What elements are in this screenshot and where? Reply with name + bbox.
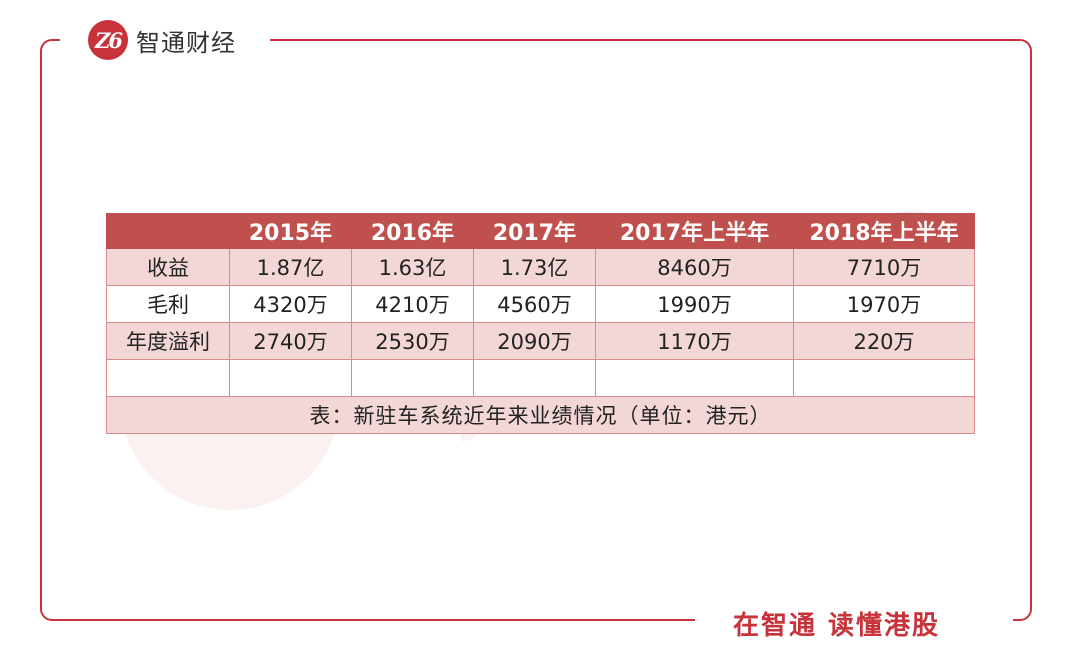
header-cell-2017-h1: 2017年上半年 [595,213,794,249]
frame-gap-bottom [695,604,1013,638]
card-frame [40,39,1032,621]
table-cell: 220万 [793,322,975,360]
table-cell [595,359,794,397]
table-cell: 4560万 [473,285,596,323]
row-label: 毛利 [106,285,230,323]
table-row-empty [106,359,975,397]
table-cell: 2090万 [473,322,596,360]
header-cell-2017: 2017年 [473,213,596,249]
table-cell: 1.73亿 [473,248,596,286]
table-row: 毛利 4320万 4210万 4560万 1990万 1970万 [106,285,975,323]
table-caption: 表：新驻车系统近年来业绩情况（单位：港元） [106,396,975,434]
slogan: 在智通 读懂港股 [733,611,941,641]
table-cell [229,359,352,397]
table-cell: 1170万 [595,322,794,360]
zhitong-logo-icon: Z6 [88,20,128,60]
header-cell-blank [106,213,230,249]
table-cell [793,359,975,397]
brand-logo: Z6 智通财经 [88,20,236,60]
brand-name: 智通财经 [136,28,236,57]
table-cell: 1.63亿 [351,248,474,286]
table-cell [473,359,596,397]
financial-table: 2015年 2016年 2017年 2017年上半年 2018年上半年 收益 1… [106,213,975,434]
table-cell: 4210万 [351,285,474,323]
table-row: 收益 1.87亿 1.63亿 1.73亿 8460万 7710万 [106,248,975,286]
table-cell: 1970万 [793,285,975,323]
table-cell [351,359,474,397]
table-cell: 4320万 [229,285,352,323]
row-label: 年度溢利 [106,322,230,360]
table-header-row: 2015年 2016年 2017年 2017年上半年 2018年上半年 [106,213,975,249]
table-cell: 2740万 [229,322,352,360]
table-cell: 2530万 [351,322,474,360]
table-cell [106,359,230,397]
table-row: 年度溢利 2740万 2530万 2090万 1170万 220万 [106,322,975,360]
row-label: 收益 [106,248,230,286]
table-note-row: 表：新驻车系统近年来业绩情况（单位：港元） [106,396,975,434]
table-cell: 1990万 [595,285,794,323]
table-cell: 1.87亿 [229,248,352,286]
header-cell-2015: 2015年 [229,213,352,249]
table-cell: 7710万 [793,248,975,286]
table-cell: 8460万 [595,248,794,286]
header-cell-2018-h1: 2018年上半年 [793,213,975,249]
header-cell-2016: 2016年 [351,213,474,249]
